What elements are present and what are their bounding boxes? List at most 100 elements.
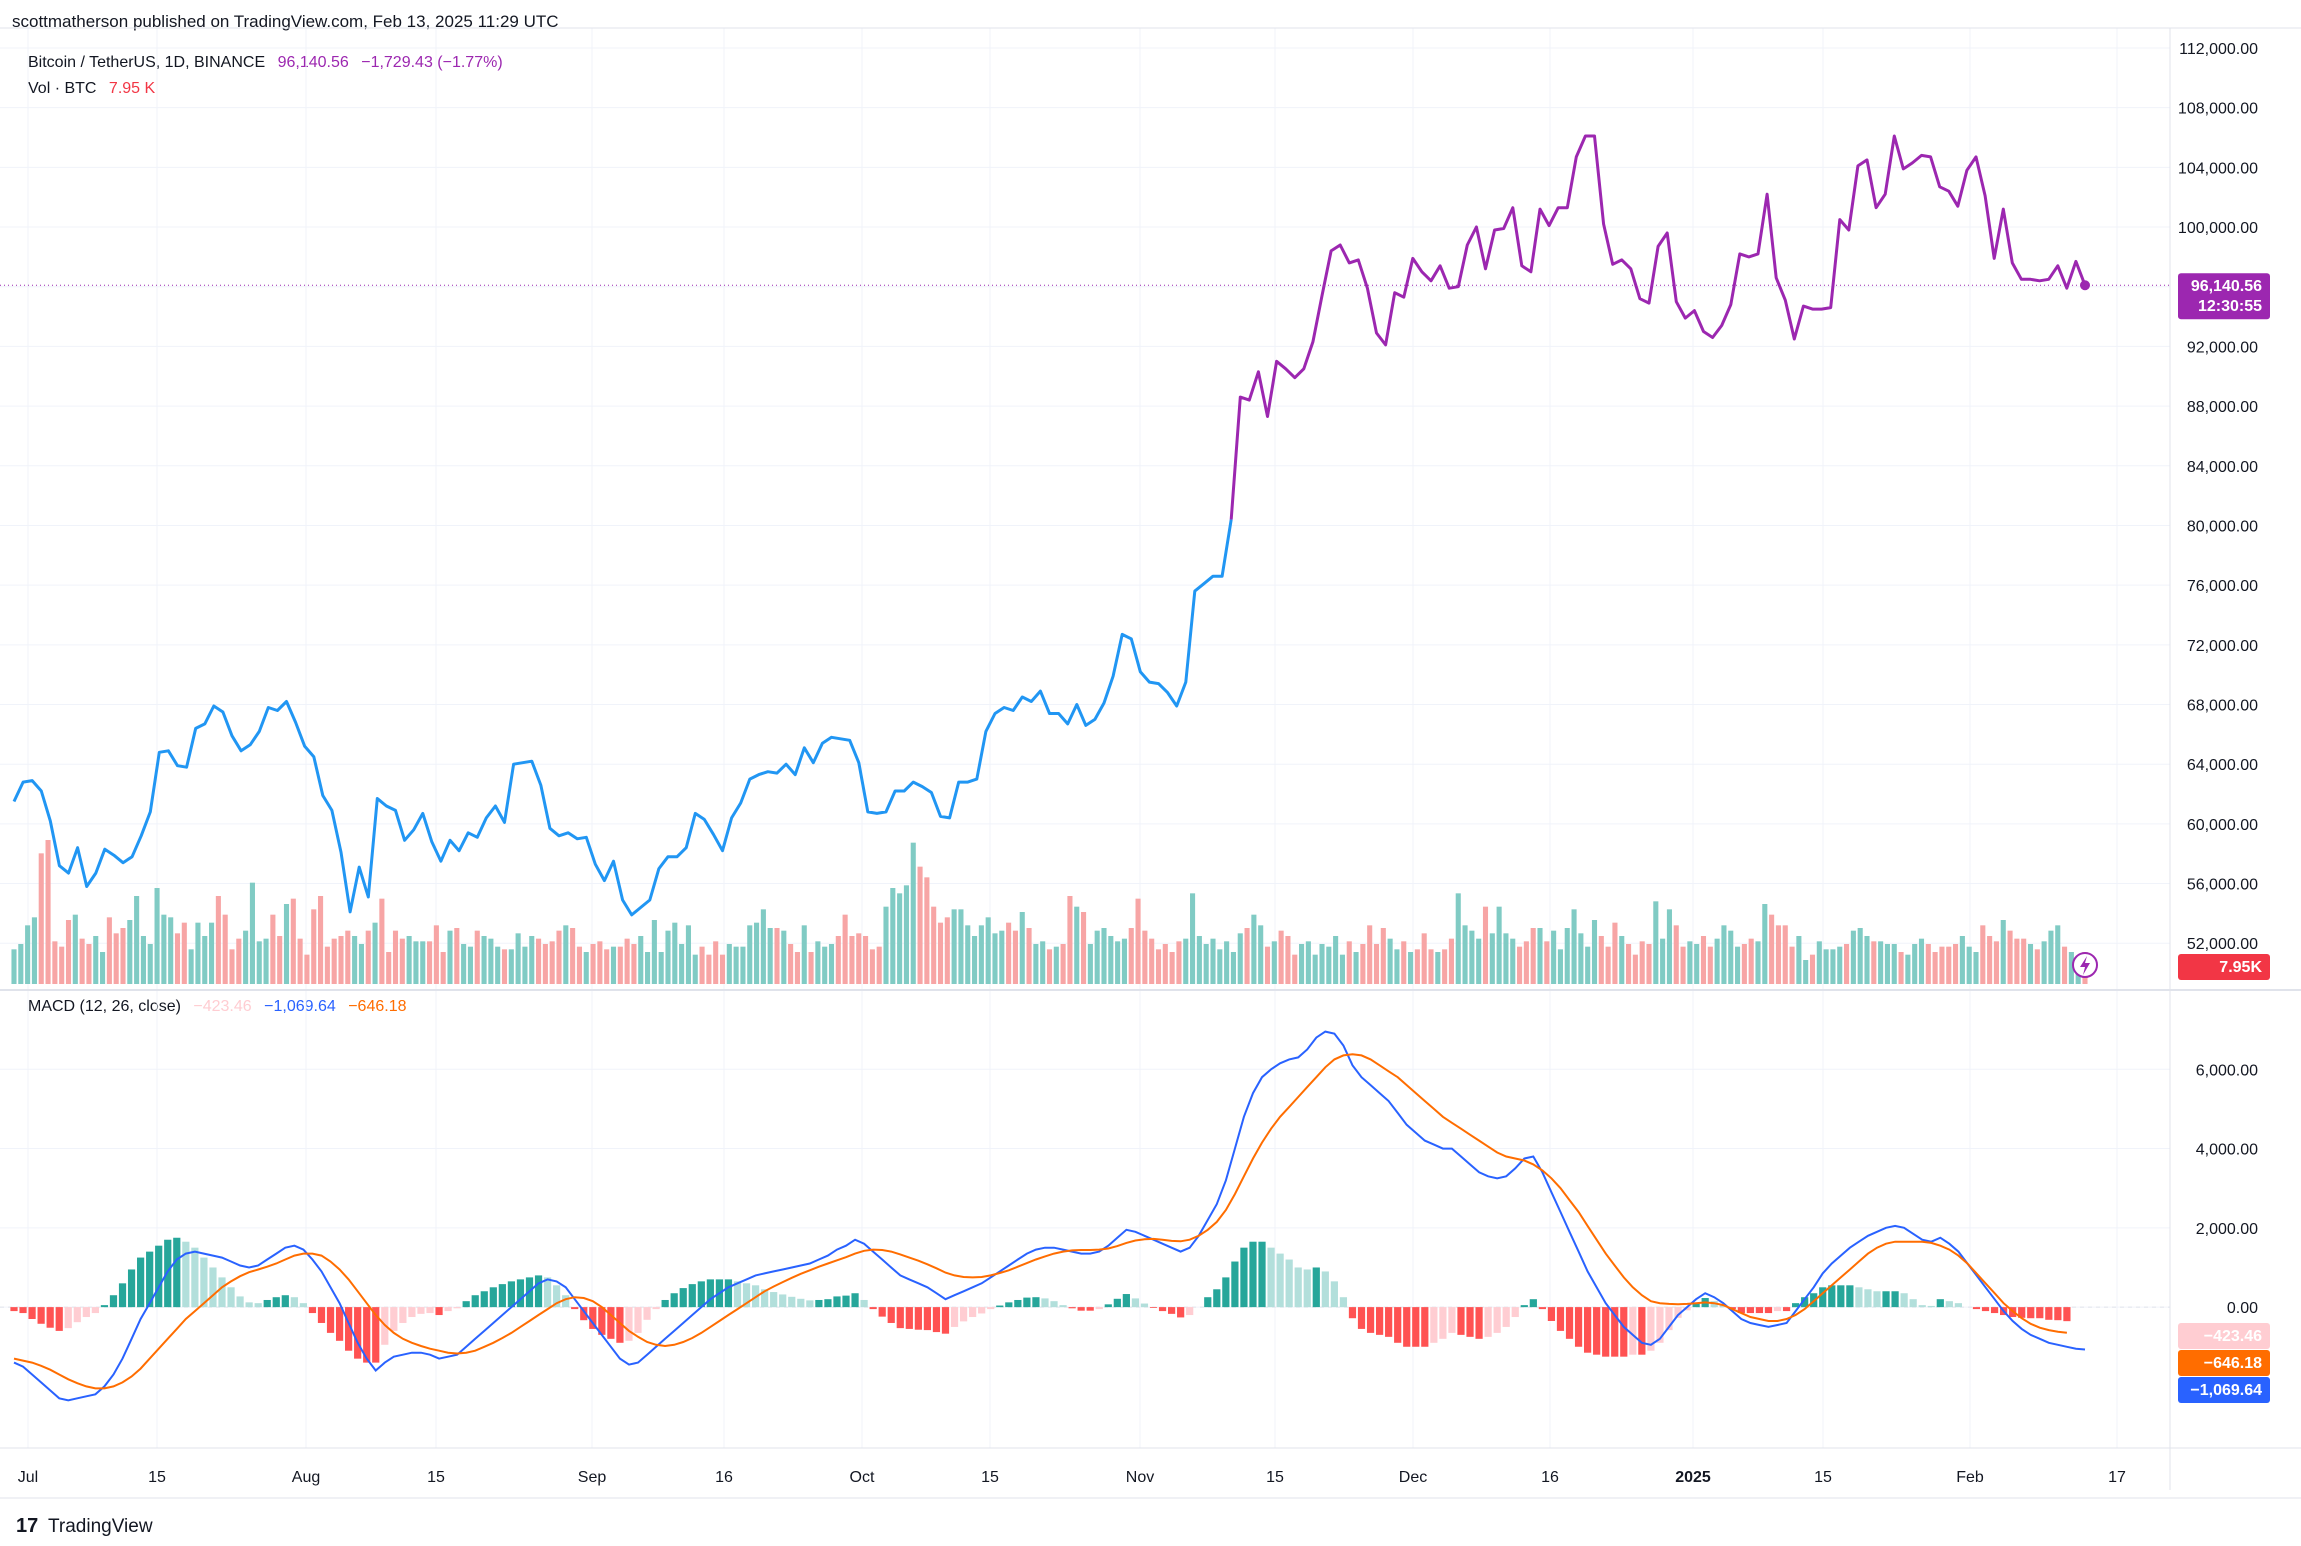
volume-bar xyxy=(1530,928,1536,984)
volume-bar xyxy=(481,936,487,984)
volume-bar xyxy=(18,944,24,984)
volume-bar xyxy=(1673,925,1679,984)
volume-bar xyxy=(1121,938,1127,984)
macd-hist-bar xyxy=(254,1303,262,1308)
volume-bar xyxy=(808,952,814,984)
macd-hist-bar xyxy=(10,1307,18,1312)
volume-bar xyxy=(1353,952,1359,984)
volume-bar xyxy=(1632,954,1638,984)
volume-bar xyxy=(1619,936,1625,984)
macd-hist-bar xyxy=(28,1307,36,1320)
volume-bar xyxy=(1217,949,1223,984)
price-axis-tick: 104,000.00 xyxy=(2178,160,2258,177)
volume-bar xyxy=(1462,925,1468,984)
macd-title[interactable]: MACD (12, 26, close) xyxy=(28,998,181,1015)
macd-hist-bar xyxy=(1936,1299,1944,1308)
volume-bar xyxy=(1721,925,1727,984)
volume-bar xyxy=(958,909,964,984)
volume-bar xyxy=(944,917,950,984)
price-tag xyxy=(2178,273,2270,320)
volume-bar xyxy=(1326,946,1332,984)
macd-hist-bar xyxy=(1068,1307,1076,1309)
macd-hist-bar xyxy=(109,1295,118,1308)
volume-bar xyxy=(399,938,405,984)
macd-hist-bar xyxy=(1484,1307,1492,1337)
volume-bar xyxy=(515,933,521,984)
volume-bar xyxy=(576,946,582,984)
macd-hist-bar xyxy=(1583,1307,1592,1353)
volume-bar xyxy=(1006,922,1012,984)
volume-bar xyxy=(692,954,698,984)
lightning-icon[interactable] xyxy=(2072,952,2098,978)
volume-bar xyxy=(924,877,930,984)
price-axis-tick: 64,000.00 xyxy=(2187,757,2258,774)
macd-histogram xyxy=(10,1237,2071,1363)
macd-hist-bar xyxy=(1303,1269,1311,1308)
volume-bar xyxy=(1026,928,1032,984)
volume-bar xyxy=(1155,949,1162,984)
volume-bar xyxy=(951,909,957,984)
macd-hist-bar xyxy=(996,1305,1004,1308)
macd-hist-bar xyxy=(1665,1307,1673,1331)
symbol-name[interactable]: Bitcoin / TetherUS, 1D, BINANCE xyxy=(28,54,266,71)
volume-bar xyxy=(1401,941,1407,984)
tradingview-logo[interactable]: 17 TradingView xyxy=(16,1515,153,1537)
volume-bar xyxy=(174,933,181,984)
macd-lines xyxy=(13,1030,2086,1402)
volume-bar xyxy=(788,944,794,984)
macd-hist-bar xyxy=(1267,1247,1275,1308)
macd-axis-tick: 6,000.00 xyxy=(2196,1062,2258,1079)
macd-hist-bar xyxy=(724,1279,733,1308)
macd-hist-bar xyxy=(806,1300,814,1308)
volume-bar xyxy=(1108,936,1114,984)
macd-hist-bar xyxy=(480,1291,488,1308)
volume-bar xyxy=(1053,946,1059,984)
macd-hist-bar xyxy=(1764,1307,1773,1314)
macd-hist-bar xyxy=(1222,1277,1230,1308)
volume-bar xyxy=(1142,930,1148,984)
volume-bar xyxy=(45,840,51,984)
volume-label[interactable]: Vol · BTC xyxy=(28,80,97,97)
volume-bar xyxy=(794,952,800,984)
macd-hist-bar xyxy=(345,1307,353,1351)
macd-hist-bar xyxy=(1041,1298,1049,1308)
macd-hist-bar xyxy=(905,1307,913,1329)
macd-hist-bar xyxy=(697,1281,705,1308)
macd-hist-bar xyxy=(1945,1301,1953,1308)
volume-bar xyxy=(1319,944,1325,984)
volume-bar xyxy=(631,944,637,984)
macd-hist-bar xyxy=(887,1307,895,1323)
volume-bar xyxy=(127,920,133,984)
volume-bar xyxy=(610,946,617,984)
volume-bar xyxy=(1169,952,1175,984)
macd-hist-bar xyxy=(1520,1305,1528,1308)
volume-bar xyxy=(202,936,208,984)
volume-bar xyxy=(1585,946,1591,984)
volume-bar xyxy=(1305,941,1311,984)
macd-hist-bar xyxy=(1095,1307,1103,1310)
macd-hist-bar xyxy=(923,1307,932,1331)
volume-bar xyxy=(1932,952,1938,984)
axes: 112,000.00 108,000.00 104,000.00 100,000.00… xyxy=(0,27,2301,1499)
volume-bar xyxy=(1598,936,1604,984)
macd-hist-bar xyxy=(1149,1307,1158,1308)
macd-hist-bar xyxy=(417,1307,425,1314)
macd-hist-bar xyxy=(1773,1307,1782,1312)
macd-hist-bar xyxy=(137,1257,145,1308)
macd-hist-bar xyxy=(1873,1291,1881,1308)
macd-hist-bar xyxy=(1158,1307,1167,1312)
volume-bar xyxy=(86,944,92,984)
macd-hist-bar xyxy=(860,1299,868,1308)
volume-bar xyxy=(1537,928,1543,984)
volume-bar xyxy=(1162,944,1168,984)
volume-bar xyxy=(2000,920,2006,984)
macd-hist-bar xyxy=(1954,1303,1962,1308)
volume-bar xyxy=(1707,946,1713,984)
volume-bar xyxy=(563,925,569,984)
branding-text: TradingView xyxy=(48,1516,153,1537)
volume-bar xyxy=(570,928,576,984)
volume-bar xyxy=(1333,936,1339,984)
time-axis-tick: Oct xyxy=(850,1469,875,1486)
volume-bar xyxy=(1557,949,1563,984)
